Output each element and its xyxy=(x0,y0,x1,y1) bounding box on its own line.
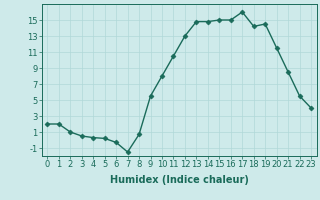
X-axis label: Humidex (Indice chaleur): Humidex (Indice chaleur) xyxy=(110,175,249,185)
